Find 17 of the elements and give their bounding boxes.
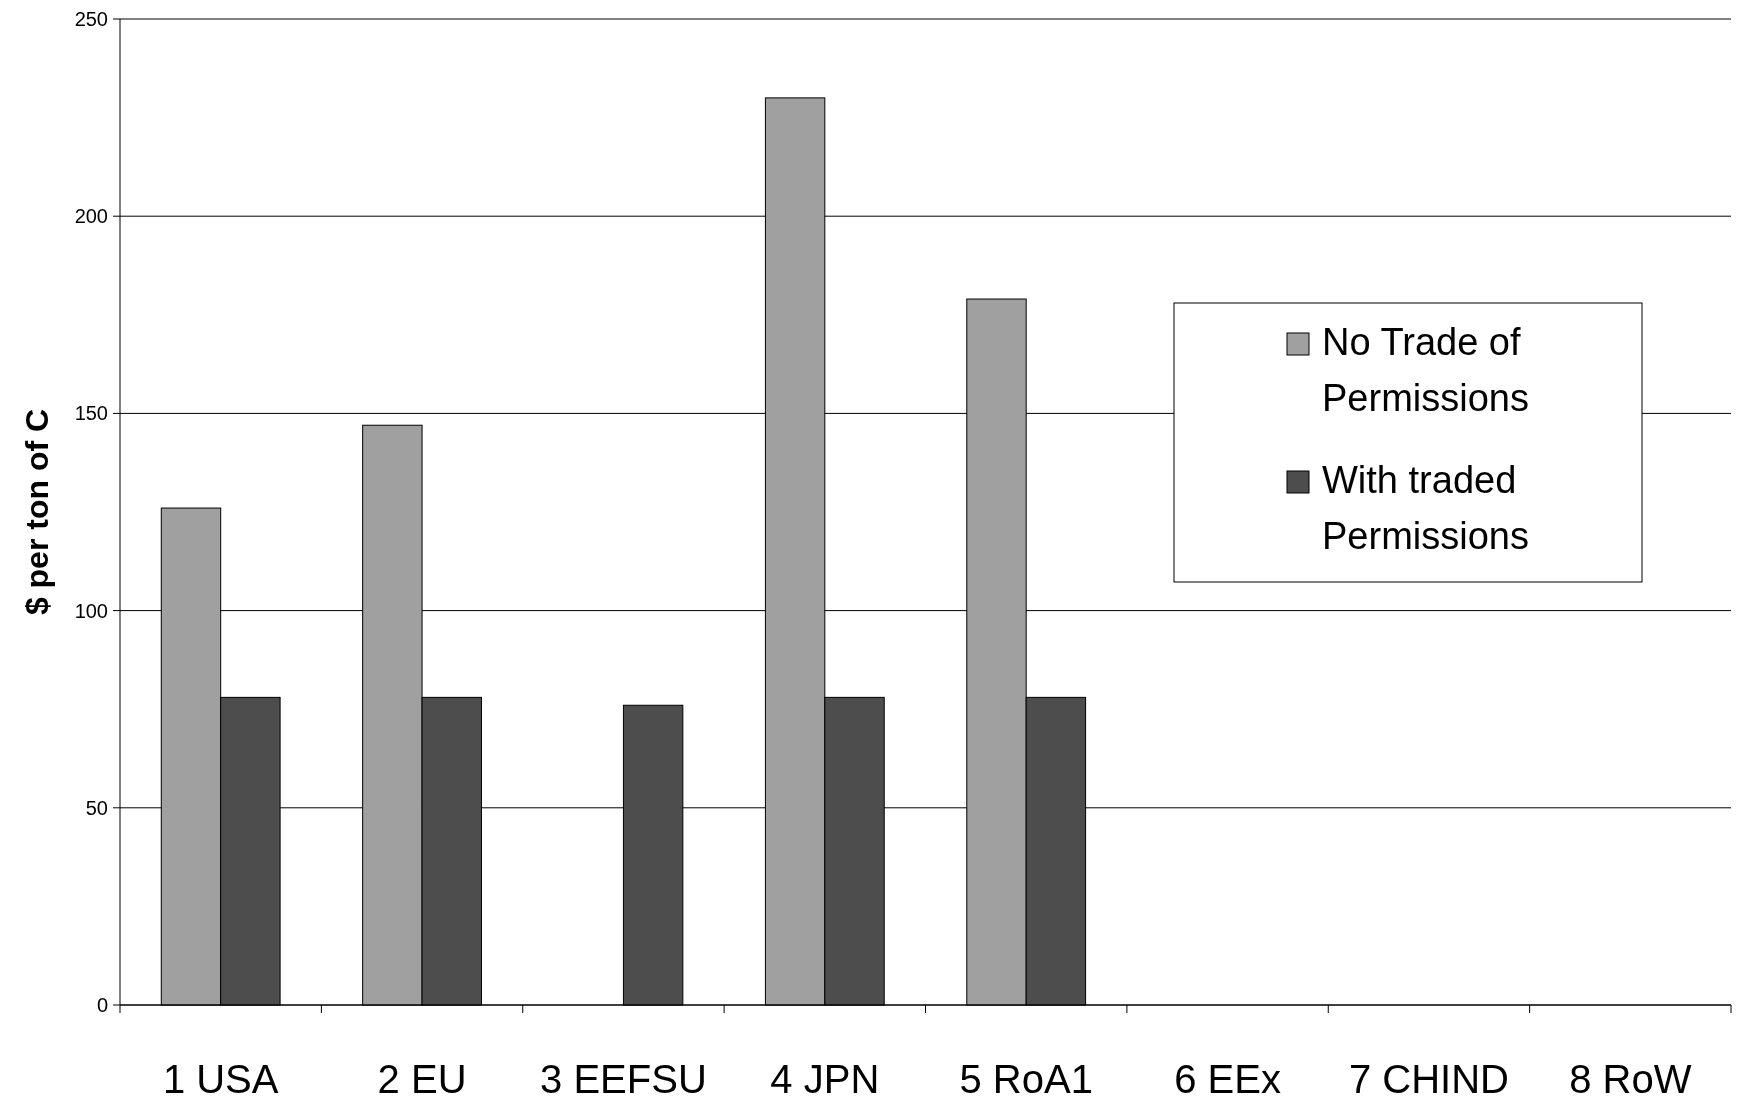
- x-tick-label: 6 EEx: [1174, 1057, 1281, 1101]
- y-tick-label: 100: [74, 599, 108, 622]
- y-tick-label: 250: [74, 8, 108, 30]
- x-tick-label: 2 EU: [377, 1057, 467, 1101]
- x-tick-label: 8 RoW: [1569, 1057, 1692, 1101]
- y-tick-label: 50: [85, 796, 108, 819]
- legend-label: No Trade of Permissions: [1322, 321, 1529, 419]
- x-tick-label: 3 EEFSU: [540, 1057, 707, 1101]
- y-tick-label: 200: [74, 205, 108, 228]
- x-tick-label: 5 RoA1: [959, 1057, 1093, 1101]
- legend-label: With traded Permissions: [1322, 459, 1529, 557]
- x-tick-label: 1 USA: [162, 1057, 279, 1101]
- y-tick-label: 150: [74, 402, 108, 425]
- x-tick-label: 7 CHIND: [1348, 1057, 1509, 1101]
- x-tick-label: 4 JPN: [770, 1057, 880, 1101]
- y-axis-title: $ per ton of C: [19, 408, 55, 616]
- y-tick-label: 0: [96, 994, 108, 1016]
